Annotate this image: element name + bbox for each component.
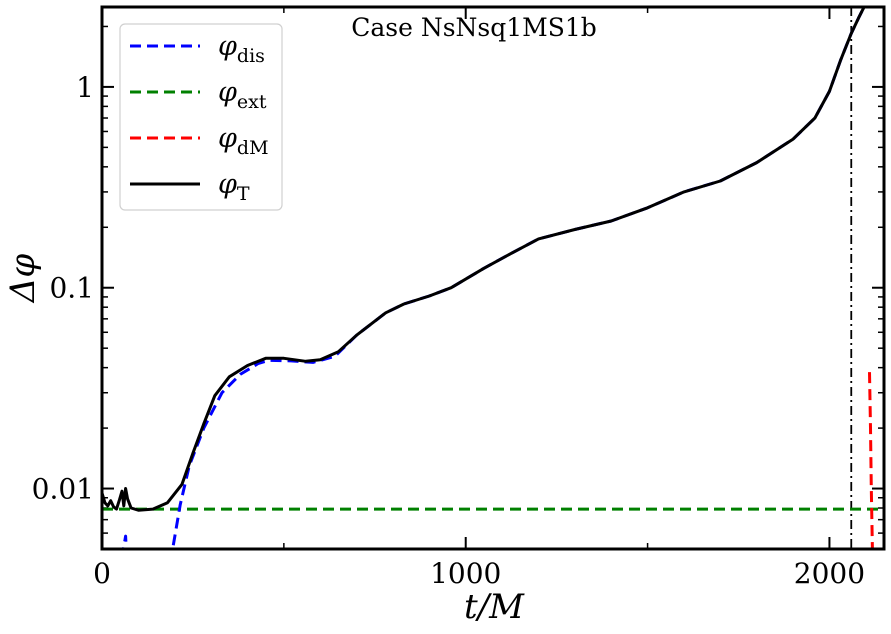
legend-subscript: T: [237, 183, 250, 205]
plot-frame: [100, 5, 886, 551]
legend-subscript: dis: [237, 45, 265, 67]
y-tick-label: 0.01: [32, 473, 94, 506]
legend-symbol: φ: [218, 31, 237, 62]
x-tick-label: 2000: [794, 557, 865, 590]
series-line-dM: [868, 372, 874, 549]
legend-symbol: φ: [218, 169, 237, 200]
legend-label-dM: φdM: [218, 123, 269, 159]
legend-symbol: φ: [218, 123, 237, 154]
x-tick-label: 1000: [430, 557, 501, 590]
chart-title: Case NsNsq1MS1b: [351, 13, 597, 42]
series-line-T: [102, 7, 866, 512]
y-axis-label: Δφ: [3, 254, 43, 305]
x-tick-label: 0: [93, 557, 111, 590]
x-axis-label: t/M: [464, 587, 525, 627]
y-tick-label: 0.1: [49, 272, 94, 305]
legend-label-ext: φext: [218, 77, 267, 113]
legend-subscript: dM: [237, 137, 269, 159]
legend-label-dis: φdis: [218, 31, 265, 67]
tick-labels: 0 1000 2000 0.01 0.1 1: [32, 71, 865, 590]
legend-label-T: φT: [218, 169, 250, 205]
y-tick-label: 1: [76, 71, 94, 104]
series-layer: [102, 7, 884, 549]
legend-symbol: φ: [218, 77, 237, 108]
legend-subscript: ext: [237, 91, 267, 113]
legend-frame: [119, 23, 283, 211]
